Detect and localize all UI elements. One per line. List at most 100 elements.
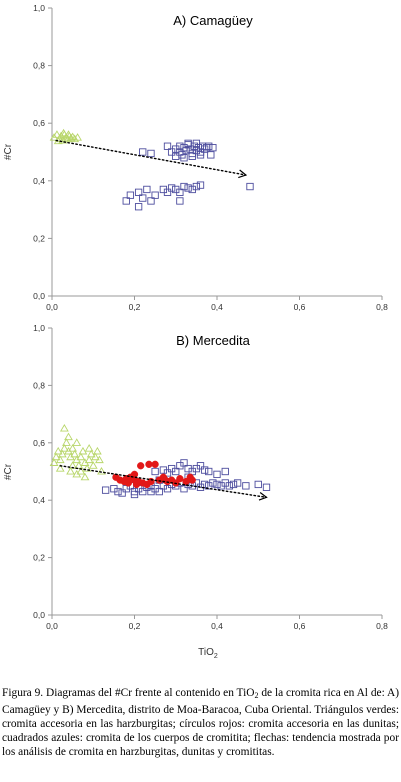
data-point-triangle	[53, 446, 63, 455]
y-axis-label-a: #Cr	[3, 143, 14, 160]
data-point-square	[130, 490, 139, 499]
data-point-triangle	[59, 128, 68, 137]
data-point-square	[139, 148, 147, 156]
data-point-square	[209, 144, 217, 152]
data-point-triangle	[49, 458, 59, 466]
y-tick-label: 0,0	[33, 291, 45, 301]
data-point-triangle	[55, 464, 65, 472]
data-point-square	[207, 151, 215, 159]
data-point-square	[147, 197, 155, 205]
x-tick-label: 0,4	[211, 621, 223, 631]
trend-arrow-a	[55, 139, 248, 179]
data-point-square	[233, 479, 242, 487]
data-point-square	[196, 151, 205, 159]
data-point-triangle	[51, 452, 61, 461]
data-point-triangle	[68, 444, 78, 452]
data-point-square	[176, 188, 184, 196]
data-point-square	[167, 184, 176, 192]
data-point-triangle	[62, 438, 71, 446]
x-axis-label-subscript: 2	[214, 653, 218, 660]
x-tick-label: 0,2	[129, 302, 141, 312]
data-point-square	[229, 480, 238, 489]
data-point-square	[176, 197, 184, 205]
x-tick-label: 0,8	[376, 621, 388, 631]
caption-text-start: Figura 9. Diagramas del #Cr frente al co…	[2, 687, 255, 699]
x-tick-label: 0,6	[294, 302, 306, 312]
data-point-circle	[188, 476, 196, 484]
data-point-triangle	[88, 461, 98, 469]
square-series-a	[122, 139, 254, 211]
data-point-square	[172, 467, 180, 476]
data-point-square	[242, 482, 250, 490]
x-axis-label-main: TiO	[198, 647, 214, 658]
data-point-circle	[145, 460, 153, 468]
data-point-triangle	[70, 449, 80, 458]
data-point-triangle	[92, 446, 102, 455]
y-tick-label: 0,6	[33, 118, 45, 128]
figure-caption: Figura 9. Diagramas del #Cr frente al co…	[2, 686, 399, 759]
data-point-triangle	[70, 134, 80, 143]
data-point-square	[163, 188, 172, 196]
data-point-square	[180, 459, 188, 467]
data-point-square	[246, 182, 254, 191]
data-point-triangle	[76, 467, 86, 475]
data-point-square	[126, 191, 135, 199]
data-point-square	[180, 182, 188, 191]
x-tick-label: 0,6	[294, 621, 306, 631]
data-point-triangle	[78, 446, 88, 455]
data-point-circle	[130, 470, 139, 479]
data-point-triangle	[74, 461, 84, 469]
data-point-square	[188, 152, 196, 160]
x-tick-label: 0,0	[46, 621, 58, 631]
caption-text-end: de la cromita rica en Al de: A) Camagüey…	[2, 687, 399, 758]
data-point-circle	[137, 462, 145, 470]
data-point-square	[180, 154, 188, 162]
trend-line	[59, 465, 268, 499]
y-tick-label: 0,8	[33, 380, 45, 390]
data-point-triangle	[80, 472, 90, 481]
data-point-square	[176, 142, 184, 150]
circle-series-b	[112, 460, 196, 489]
x-tick-label: 0,2	[129, 621, 141, 631]
data-point-square	[101, 486, 110, 494]
data-point-triangle	[73, 133, 82, 141]
data-point-triangle	[82, 464, 92, 472]
data-point-square	[163, 469, 172, 477]
x-tick-label: 0,0	[46, 302, 58, 312]
data-point-triangle	[64, 432, 73, 441]
y-tick-label: 0,2	[33, 553, 45, 563]
chart-title-b: B) Mercedita	[176, 333, 250, 348]
data-point-square	[205, 467, 213, 476]
triangle-series-b	[49, 423, 106, 481]
triangle-series-a	[49, 128, 82, 145]
y-tick-label: 0,2	[33, 233, 45, 243]
arrow-head	[258, 491, 268, 501]
data-point-triangle	[59, 423, 69, 432]
data-point-triangle	[97, 467, 106, 475]
data-point-square	[176, 148, 184, 156]
y-tick-label: 0,4	[33, 176, 45, 186]
data-point-triangle	[90, 452, 100, 461]
axes-b: 0,0 0,2 0,4 0,6 0,8 0,0 0,2 0,4 0,6 0,8 1,0	[33, 323, 388, 631]
data-point-triangle	[59, 444, 69, 452]
data-point-square	[192, 182, 201, 191]
data-point-triangle	[55, 455, 65, 464]
data-point-triangle	[84, 444, 94, 452]
data-point-square	[205, 142, 213, 150]
data-point-square	[213, 480, 221, 489]
data-point-square	[139, 487, 147, 496]
chart-panel-camaguey: A) Camagüey #Cr 0,0 0,2 0,4 0,6 0,8 0,0 0,2 0,4…	[3, 3, 388, 312]
data-point-square	[134, 188, 143, 196]
arrow-head	[238, 169, 248, 179]
data-point-square	[221, 467, 229, 476]
data-point-triangle	[66, 467, 75, 475]
data-point-square	[192, 139, 201, 148]
data-point-triangle	[76, 452, 86, 461]
data-point-square	[184, 139, 192, 148]
data-point-triangle	[86, 449, 96, 458]
data-point-square	[180, 485, 188, 493]
y-tick-label: 0,4	[33, 495, 45, 505]
data-point-square	[213, 470, 221, 479]
y-tick-label: 1,0	[33, 323, 45, 333]
data-point-triangle	[84, 455, 94, 464]
